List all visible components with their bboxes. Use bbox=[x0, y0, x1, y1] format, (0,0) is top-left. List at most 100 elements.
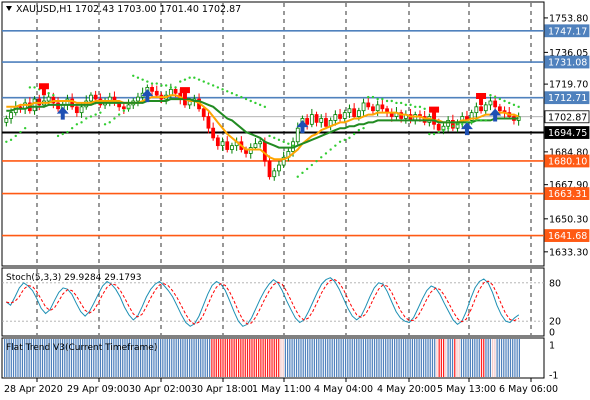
sar-dot bbox=[442, 128, 445, 132]
buy-arrow-icon bbox=[460, 122, 473, 136]
trend-bar bbox=[414, 339, 416, 377]
sar-dot bbox=[5, 140, 8, 143]
trend-bar bbox=[184, 339, 186, 377]
sar-dot bbox=[498, 97, 502, 101]
sar-dot bbox=[188, 76, 191, 79]
stoch-tick-label: 20 bbox=[549, 317, 561, 328]
green-moving-average bbox=[6, 98, 519, 149]
sar-dot bbox=[33, 86, 36, 89]
sar-dot bbox=[338, 140, 342, 143]
candle bbox=[206, 112, 211, 134]
trend-bar bbox=[97, 339, 99, 377]
sar-dot bbox=[197, 78, 201, 81]
trend-bar bbox=[382, 339, 385, 377]
candle bbox=[371, 103, 375, 115]
sar-dot bbox=[343, 138, 346, 142]
sar-dot bbox=[94, 113, 97, 116]
trend-bar bbox=[271, 339, 273, 377]
candle bbox=[136, 92, 140, 107]
sar-dot bbox=[75, 123, 79, 126]
trend-bar bbox=[159, 339, 162, 377]
stochastic-pane[interactable] bbox=[1, 267, 545, 337]
sar-dot bbox=[315, 159, 318, 163]
trend-bar bbox=[102, 339, 104, 377]
trend-bar bbox=[197, 339, 200, 377]
candle bbox=[225, 136, 230, 153]
sar-dot bbox=[28, 86, 32, 89]
sar-dot bbox=[216, 86, 220, 89]
trend-bar bbox=[409, 339, 411, 377]
symbol-label: XAUUSD,H1 bbox=[16, 4, 72, 15]
stoch-tick-label: 80 bbox=[549, 278, 561, 289]
trend-bar bbox=[162, 339, 164, 377]
sar-dot bbox=[517, 105, 520, 109]
trend-bar bbox=[148, 339, 151, 377]
trend-bar bbox=[139, 339, 142, 377]
trend-bar bbox=[298, 339, 300, 377]
trend-bar bbox=[492, 339, 494, 377]
candle bbox=[201, 105, 206, 121]
sar-dot bbox=[329, 148, 332, 151]
trend-bar bbox=[79, 339, 81, 377]
candle bbox=[338, 108, 342, 122]
trend-bar bbox=[512, 339, 514, 377]
trend-bar bbox=[200, 339, 202, 377]
trend-bar bbox=[362, 339, 365, 377]
sar-dot bbox=[99, 111, 102, 114]
trend-bar bbox=[137, 339, 139, 377]
time-tick-label: 28 Apr 2020 bbox=[4, 384, 63, 395]
candle bbox=[333, 110, 338, 126]
ohlc-values: 1702.43 1703.00 1701.40 1702.87 bbox=[75, 4, 241, 15]
trend-bar bbox=[84, 339, 86, 377]
trend-bar bbox=[48, 339, 50, 377]
trend-bar bbox=[133, 339, 135, 377]
candle bbox=[211, 122, 216, 141]
sar-dot bbox=[395, 101, 398, 105]
trend-bar bbox=[264, 339, 266, 377]
main-price-pane[interactable] bbox=[1, 1, 545, 267]
trend-bar bbox=[425, 339, 427, 377]
trend-bar bbox=[155, 339, 157, 377]
trend-bar bbox=[418, 339, 420, 377]
trend-bar bbox=[324, 339, 327, 377]
trend-bar bbox=[291, 339, 293, 377]
level-tag-res-1747 bbox=[544, 24, 590, 38]
trend-bar bbox=[53, 339, 55, 377]
trend-bar bbox=[26, 339, 28, 377]
trend-bar bbox=[376, 339, 378, 377]
sar-dot bbox=[258, 103, 262, 107]
trend-bar bbox=[224, 339, 226, 377]
sar-dot bbox=[146, 80, 149, 83]
trend-bar bbox=[213, 339, 215, 377]
sar-dot bbox=[376, 97, 379, 101]
trend-bar bbox=[327, 339, 329, 377]
sar-dot bbox=[305, 167, 309, 171]
trend-bar bbox=[262, 339, 264, 377]
sar-dot bbox=[150, 82, 154, 85]
trend-bar bbox=[463, 339, 465, 377]
trend-bar bbox=[358, 339, 360, 377]
trend-bar bbox=[320, 339, 322, 377]
trend-bar bbox=[287, 339, 289, 377]
triangle-down-icon[interactable] bbox=[6, 6, 12, 11]
trend-bar bbox=[21, 339, 24, 377]
trend-bar bbox=[429, 339, 431, 377]
sar-dot bbox=[70, 126, 74, 130]
flat-trend-pane[interactable] bbox=[1, 337, 545, 379]
sar-dot bbox=[230, 92, 234, 95]
flat-trend-bars bbox=[4, 339, 520, 377]
sar-dot bbox=[404, 103, 408, 107]
candle bbox=[319, 114, 324, 128]
sar-dot bbox=[169, 86, 173, 89]
sell-arrow-icon bbox=[38, 83, 49, 96]
sar-dot bbox=[461, 123, 464, 126]
trend-bar bbox=[12, 339, 15, 377]
time-tick-label: 5 May 13:00 bbox=[437, 384, 496, 395]
trend-bar bbox=[400, 339, 402, 377]
trend-bar bbox=[289, 339, 291, 377]
sar-dot bbox=[414, 105, 417, 109]
trend-bar bbox=[367, 339, 369, 377]
price-tick-label: 1719.70 bbox=[549, 80, 588, 91]
trend-bar bbox=[313, 339, 315, 377]
